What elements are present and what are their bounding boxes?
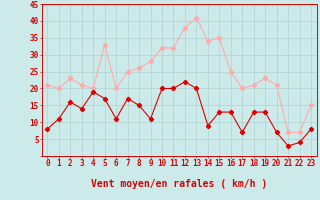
X-axis label: Vent moyen/en rafales ( km/h ): Vent moyen/en rafales ( km/h )	[91, 179, 267, 189]
